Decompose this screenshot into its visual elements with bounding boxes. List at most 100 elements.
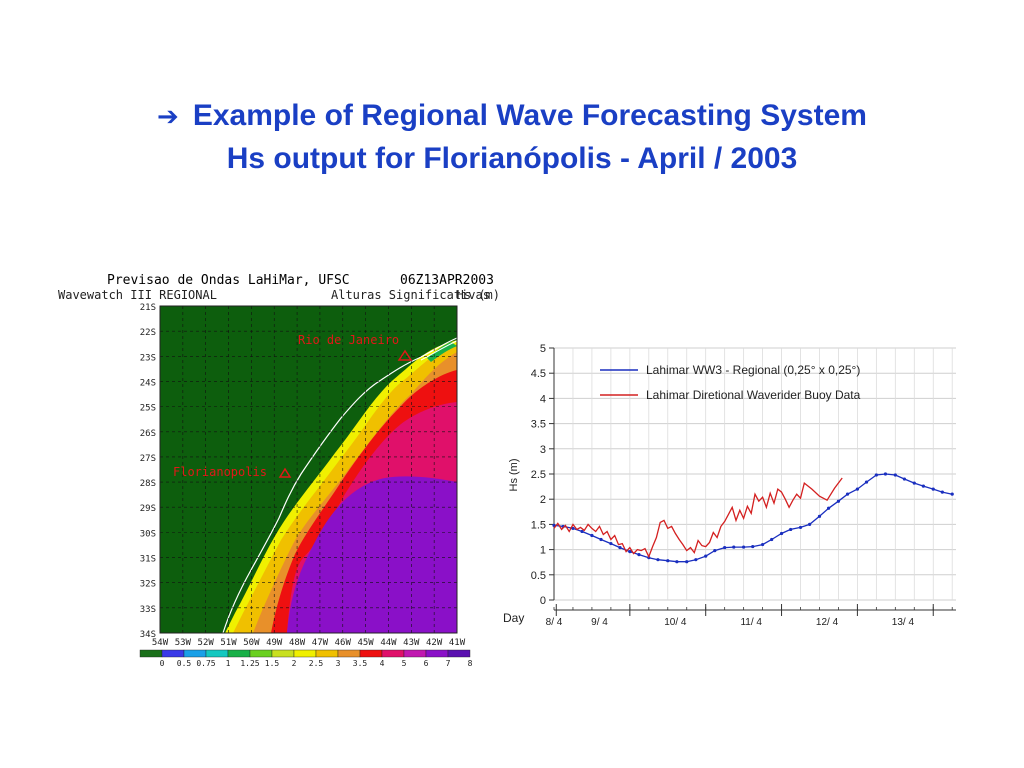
latitude-labels: 21S 22S 23S 24S 25S 26S 27S 28S 29S 30S 31S 32S 33S 3… [140,303,156,640]
x-tick-label: 13/ 4 [892,617,915,628]
series-point [618,545,622,550]
series-point [940,490,944,494]
lat-label: 25S [140,404,156,414]
colorbar-swatch [381,649,405,658]
series-point [921,484,925,488]
map-figure: Previsao de Ondas LaHiMar, UFSC 06Z13APR… [58,273,500,668]
lon-label: 47W [312,638,329,648]
map-frame [159,305,458,634]
series-point [723,545,727,550]
x-tick-label: 11/ 4 [740,617,762,628]
coastline-rio [420,339,460,361]
lon-label: 41W [449,638,466,648]
series-point [628,550,632,554]
series-point [779,531,784,536]
series-point [704,554,708,558]
series-line-1 [553,477,843,559]
series-point [571,526,575,531]
colorbar-swatch [161,649,185,658]
series-point [893,473,897,477]
florianopolis-marker-icon [278,467,292,478]
lon-label: 46W [335,638,352,648]
coastline [222,337,458,634]
x-tick-label: 8/ 4 [546,617,563,628]
lat-label: 31S [140,555,156,565]
series-point [808,522,812,526]
colorbar-swatch [315,649,339,658]
map-subheader-right: Hs (m) [457,288,500,302]
lon-label: 43W [403,638,420,648]
series-point [883,472,888,476]
series-point [666,559,670,563]
series-point [931,487,935,491]
city-label-rio: Rio de Janeiro [298,333,399,347]
colorbar-label: 6 [424,659,429,668]
colorbar-swatch [293,649,317,658]
colorbar-swatch [249,649,273,658]
colorbar-label: 0.5 [177,659,192,668]
y-tick-label: 2 [540,494,546,506]
y-tick-label: 3 [540,444,546,456]
chart-svg: 0 0.5 1 1.5 2 2.5 3 3.5 4 4.5 5 Hs (m) Day 8/ 4 9/ … [503,343,956,628]
series-point [580,529,584,534]
series-point [836,499,841,503]
colorbar-swatch [205,649,229,658]
y-tick-label: 4 [540,393,546,405]
series-point [656,558,660,562]
hs-band-6 [287,476,457,633]
colorbar-label: 4 [380,659,385,668]
slide-title: ➔ Example of Regional Wave Forecasting Sy… [0,95,1024,180]
series-point [694,558,698,562]
series-point [675,560,679,564]
series-point [770,537,774,542]
rio-marker-icon [397,349,413,361]
x-axis-label: Day [503,611,524,625]
y-tick-label: 2.5 [531,469,546,481]
y-tick-label: 5 [540,343,546,355]
wave-height-map: Previsao de Ondas LaHiMar, UFSC 06Z13APR… [55,268,500,668]
colorbar-label: 1 [226,659,231,668]
x-tick-label: 9/ 4 [591,617,608,628]
colorbar-swatch [183,649,207,658]
map-subheader-mid: Alturas Significativas [331,288,490,302]
series-point [637,553,641,557]
colorbar-swatch [337,649,361,658]
map-header-right: 06Z13APR2003 [400,273,494,288]
map-plot-area: Rio de Janeiro Florianopolis [159,305,460,634]
legend-label: Lahimar WW3 - Regional (0,25° x 0,25°) [646,363,860,377]
y-tick-label: 3.5 [531,419,546,431]
city-label-florianopolis: Florianopolis [173,465,267,479]
colorbar-label: 3.5 [353,659,368,668]
colorbar-swatch [403,649,427,658]
colorbar-label: 8 [468,659,473,668]
longitude-labels: 54W 53W 52W 51W 50W 49W 48W 47W 46W 45W 44W 43W 42W 4… [152,638,466,648]
lat-label: 26S [140,429,156,439]
series-line-0 [553,473,953,563]
hs-timeseries-chart: 0 0.5 1 1.5 2 2.5 3 3.5 4 4.5 5 Hs (m) Day 8/ 4 9/ … [498,338,968,633]
colorbar-label: 0.75 [196,659,215,668]
colorbar-label: 2.5 [309,659,324,668]
series-point [713,549,717,553]
chart-legend: Lahimar WW3 - Regional (0,25° x 0,25°) La… [600,363,861,402]
colorbar-label: 1.25 [240,659,259,668]
lat-label: 22S [140,328,156,338]
lon-label: 54W [152,638,169,648]
lat-label: 34S [140,630,156,640]
lon-label: 53W [175,638,192,648]
lat-label: 28S [140,479,156,489]
lat-label: 21S [140,303,156,313]
y-tick-label: 0 [540,595,546,607]
series-point [826,506,831,510]
lon-label: 48W [289,638,306,648]
y-tick-label: 1 [540,545,546,557]
colorbar-swatch [447,649,471,658]
series-point [742,545,746,549]
series-point [552,523,556,528]
series-point [751,544,755,549]
series-point [798,525,803,530]
lon-label: 44W [380,638,397,648]
lat-label: 32S [140,580,156,590]
colorbar-label: 5 [402,659,407,668]
hs-band-1-5 [427,342,457,362]
hs-colorbar: 0 0.5 0.75 1 1.25 1.5 2 2.5 3 3.5 4 5 6 7 8 [139,649,473,668]
